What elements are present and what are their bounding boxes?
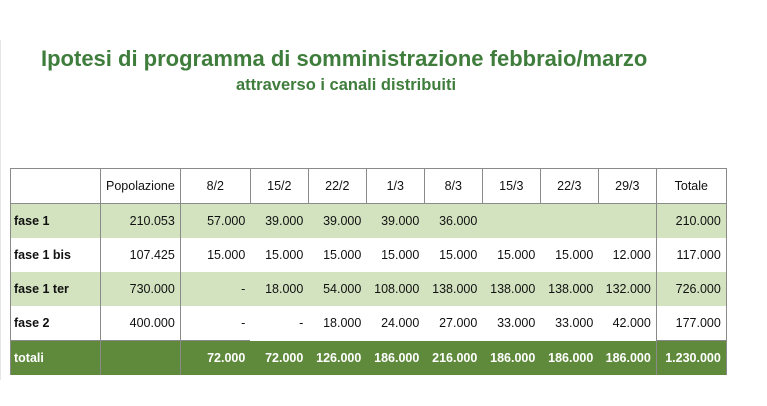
- header-cell-date: 15/3: [481, 168, 541, 204]
- cell-value: 138.000: [540, 272, 599, 306]
- cell-value: 138.000: [424, 272, 483, 306]
- totals-value: 72.000: [179, 340, 251, 375]
- cell-value: [598, 203, 657, 238]
- cell-popolazione: 730.000: [100, 272, 181, 306]
- cell-totale: 117.000: [655, 238, 727, 272]
- cell-value: 39.000: [308, 203, 367, 238]
- cell-value: 18.000: [308, 306, 367, 341]
- cell-value: 39.000: [250, 203, 309, 238]
- row-label: fase 1: [10, 203, 101, 238]
- row-label: fase 2: [10, 306, 101, 341]
- cell-value: 39.000: [366, 203, 425, 238]
- cell-value: 15.000: [308, 238, 367, 272]
- page-title: Ipotesi di programma di somministrazione…: [41, 46, 648, 71]
- cell-value: 15.000: [540, 238, 599, 272]
- cell-value: -: [179, 272, 251, 306]
- cell-value: 42.000: [598, 306, 657, 341]
- cell-value: 33.000: [540, 306, 599, 341]
- header-cell-date: 8/2: [179, 168, 251, 204]
- row-label: fase 1 bis: [10, 238, 101, 272]
- page-subtitle: attraverso i canali distribuiti: [236, 76, 457, 94]
- totals-value: 186.000: [540, 340, 599, 375]
- totals-value: 186.000: [598, 340, 657, 375]
- table-header-row: Popolazione 8/2 15/2 22/2 1/3 8/3 15/3 2…: [10, 168, 727, 204]
- totals-popolazione: [100, 340, 181, 375]
- schedule-table: Popolazione 8/2 15/2 22/2 1/3 8/3 15/3 2…: [10, 168, 727, 375]
- cell-value: 18.000: [250, 272, 309, 306]
- header-cell-date: 22/2: [307, 168, 367, 204]
- page-edge-rule: [0, 40, 1, 380]
- totals-totale: 1.230.000: [655, 340, 727, 375]
- table-row: fase 1 ter 730.000 - 18.000 54.000 108.0…: [10, 272, 727, 306]
- cell-value: 24.000: [366, 306, 425, 341]
- cell-popolazione: 400.000: [100, 306, 181, 341]
- header-cell-date: 8/3: [423, 168, 483, 204]
- totals-row: totali 72.000 72.000 126.000 186.000 216…: [10, 340, 727, 375]
- cell-value: 36.000: [424, 203, 483, 238]
- header-cell-empty: [10, 168, 101, 204]
- header-cell-date: 22/3: [539, 168, 599, 204]
- header-cell-date: 15/2: [249, 168, 309, 204]
- cell-value: 57.000: [179, 203, 251, 238]
- totals-value: 216.000: [424, 340, 483, 375]
- table-row: fase 1 210.053 57.000 39.000 39.000 39.0…: [10, 203, 727, 238]
- cell-value: 138.000: [482, 272, 541, 306]
- cell-popolazione: 210.053: [100, 203, 181, 238]
- cell-totale: 177.000: [655, 306, 727, 341]
- cell-value: 108.000: [366, 272, 425, 306]
- totals-value: 126.000: [308, 340, 367, 375]
- cell-value: -: [250, 306, 309, 341]
- totals-label: totali: [10, 340, 101, 375]
- cell-value: 15.000: [179, 238, 251, 272]
- cell-value: 12.000: [598, 238, 657, 272]
- cell-value: 15.000: [424, 238, 483, 272]
- cell-totale: 210.000: [655, 203, 727, 238]
- row-label: fase 1 ter: [10, 272, 101, 306]
- header-cell-date: 1/3: [365, 168, 425, 204]
- cell-value: 15.000: [482, 238, 541, 272]
- cell-value: 15.000: [250, 238, 309, 272]
- cell-value: 54.000: [308, 272, 367, 306]
- cell-popolazione: 107.425: [100, 238, 181, 272]
- cell-value: [540, 203, 599, 238]
- header-cell-date: 29/3: [597, 168, 657, 204]
- cell-value: 15.000: [366, 238, 425, 272]
- table-row: fase 1 bis 107.425 15.000 15.000 15.000 …: [10, 238, 727, 272]
- totals-value: 186.000: [482, 340, 541, 375]
- cell-value: 27.000: [424, 306, 483, 341]
- cell-totale: 726.000: [655, 272, 727, 306]
- cell-value: [482, 203, 541, 238]
- totals-value: 72.000: [250, 340, 309, 375]
- cell-value: 132.000: [598, 272, 657, 306]
- cell-value: 33.000: [482, 306, 541, 341]
- header-cell-popolazione: Popolazione: [100, 168, 181, 204]
- totals-value: 186.000: [366, 340, 425, 375]
- table-row: fase 2 400.000 - - 18.000 24.000 27.000 …: [10, 306, 727, 341]
- cell-value: -: [179, 306, 251, 341]
- header-cell-totale: Totale: [655, 168, 727, 204]
